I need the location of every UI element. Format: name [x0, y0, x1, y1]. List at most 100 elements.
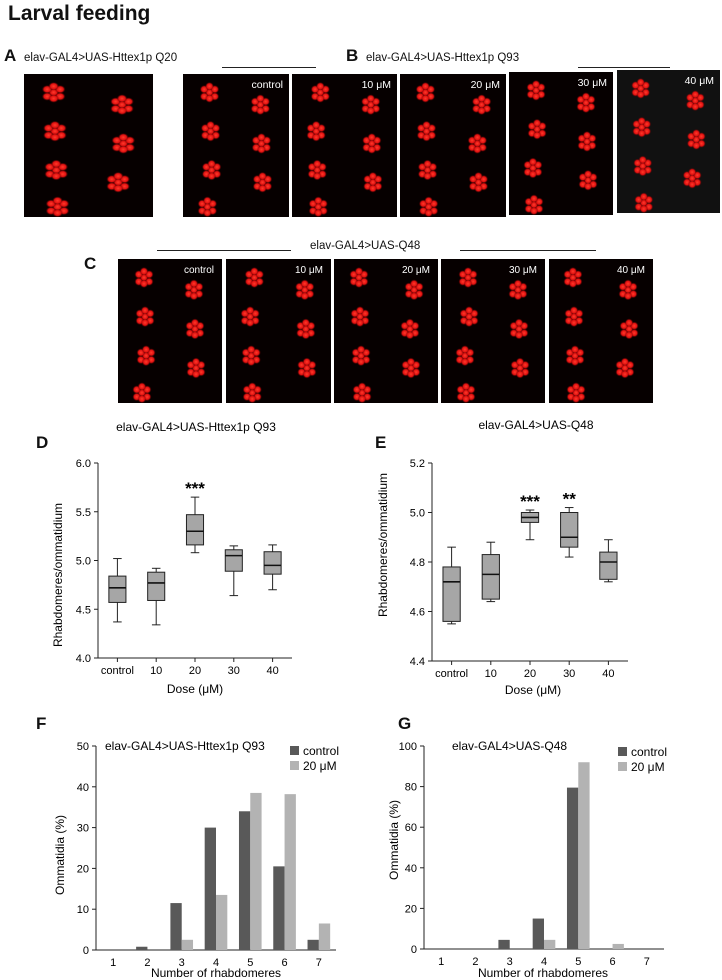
- rhabdomere: [460, 345, 470, 354]
- rhabdomere: [367, 145, 377, 154]
- bar-control: [204, 827, 216, 950]
- x-tick-label: 40: [602, 668, 614, 680]
- x-axis-label: Number of rhabdomeres: [478, 966, 608, 980]
- box: [263, 551, 282, 575]
- box: [481, 554, 500, 600]
- legend-label: control: [303, 744, 339, 758]
- rhabdomere: [255, 106, 265, 116]
- rhabdomere: [302, 357, 312, 367]
- box: [560, 512, 579, 548]
- micrograph-c-20um: 20 μM: [334, 259, 438, 403]
- bar-20-μM: [250, 792, 262, 950]
- ommatidium-cluster: [404, 279, 424, 301]
- y-tick-label: 5.2: [410, 458, 425, 470]
- rhabdomere: [624, 318, 634, 328]
- legend-swatch: [290, 746, 299, 755]
- rhabdomere: [687, 167, 697, 177]
- y-tick-label: 20: [77, 863, 89, 875]
- rhabdomere: [116, 106, 128, 116]
- rhabdomere: [582, 143, 592, 152]
- ommatidia-pattern: [132, 267, 206, 403]
- rhabdomere: [637, 129, 647, 138]
- rhabdomere: [116, 94, 128, 103]
- x-tick-label: 1: [110, 957, 116, 969]
- rhabdomere: [49, 120, 61, 130]
- x-tick-label: 20: [189, 665, 201, 677]
- y-tick-label: 40: [77, 782, 89, 794]
- rhabdomere: [531, 79, 541, 89]
- micrograph-label: control: [251, 79, 283, 91]
- x-tick-label: 7: [316, 957, 322, 969]
- genotype-a: elav-GAL4>UAS-Httex1p Q20: [24, 52, 178, 64]
- rhabdomere: [258, 171, 267, 181]
- ommatidia-pattern: [349, 267, 424, 403]
- chart-e-boxplot: elav-GAL4>UAS-Q48 Rhabdomeres/ommatidium…: [376, 418, 628, 697]
- ommatidium-cluster: [685, 90, 705, 112]
- ommatidium-cluster: [186, 357, 206, 379]
- rhabdomere: [368, 184, 378, 193]
- micrograph-c-30um: 30 μM: [441, 259, 545, 403]
- ommatidium-cluster: [110, 94, 134, 116]
- x-axis-label: Number of rhabdomeres: [151, 966, 281, 980]
- rhabdomere: [477, 94, 487, 103]
- rhabdomere: [315, 94, 325, 103]
- rhabdomere: [256, 145, 266, 154]
- rhabdomere: [189, 279, 199, 289]
- rhabdomere: [464, 306, 474, 315]
- panel-label-g: G: [398, 714, 412, 733]
- rhabdomere: [141, 345, 151, 354]
- ommatidium-cluster: [308, 196, 328, 217]
- rhabdomere: [355, 318, 365, 328]
- rhabdomere: [569, 306, 579, 315]
- ommatidium-cluster: [244, 267, 265, 289]
- rhabdomere: [202, 208, 212, 217]
- x-tick-label: 30: [228, 665, 240, 677]
- x-tick-label: 40: [266, 665, 278, 677]
- legend-swatch: [618, 762, 627, 771]
- ommatidium-cluster: [682, 167, 702, 189]
- rhabdomere: [690, 90, 700, 99]
- significance-marker: **: [563, 490, 577, 509]
- rhabdomere: [247, 394, 257, 403]
- box: [442, 566, 461, 622]
- ommatidia-pattern: [41, 81, 136, 217]
- rhabdomere: [409, 291, 419, 301]
- ommatidium-cluster: [523, 157, 543, 179]
- ommatidium-cluster: [576, 92, 596, 114]
- ommatidium-cluster: [201, 159, 222, 181]
- ommatidium-cluster: [41, 81, 66, 103]
- ommatidium-cluster: [619, 318, 639, 340]
- rhabdomere: [256, 133, 266, 142]
- ommatidium-cluster: [400, 318, 420, 340]
- ommatidium-cluster: [350, 306, 370, 328]
- ommatidium-cluster: [44, 159, 69, 181]
- rhabdomere: [422, 120, 431, 130]
- bar-control: [498, 939, 510, 949]
- ommatidium-cluster: [467, 133, 488, 154]
- rhabdomere: [532, 131, 542, 140]
- micrograph-label: 30 μM: [509, 265, 537, 276]
- rhabdomere: [406, 369, 416, 379]
- ommatidium-cluster: [200, 120, 221, 142]
- y-tick-label: 4.8: [410, 557, 425, 569]
- rhabdomere: [570, 345, 580, 354]
- ommatidium-cluster: [471, 94, 492, 116]
- significance-marker: ***: [185, 479, 205, 498]
- rhabdomere: [357, 382, 367, 391]
- rhabdomere: [207, 171, 217, 181]
- rhabdomere: [206, 133, 216, 142]
- y-axis-label: Ommatidia (%): [53, 815, 67, 895]
- y-tick-label: 0: [83, 945, 89, 957]
- rhabdomere: [368, 171, 378, 181]
- ommatidium-cluster: [510, 357, 530, 379]
- ommatidium-cluster: [349, 267, 369, 289]
- ommatidium-cluster: [240, 306, 260, 328]
- rhabdomere: [583, 182, 593, 191]
- rhabdomere: [190, 318, 200, 328]
- x-tick-label: 5: [575, 956, 581, 968]
- rhabdomere: [514, 318, 524, 328]
- rhabdomere: [191, 357, 201, 367]
- rhabdomere: [571, 394, 581, 403]
- rhabdomere: [690, 102, 700, 112]
- rhabdomere: [117, 145, 129, 154]
